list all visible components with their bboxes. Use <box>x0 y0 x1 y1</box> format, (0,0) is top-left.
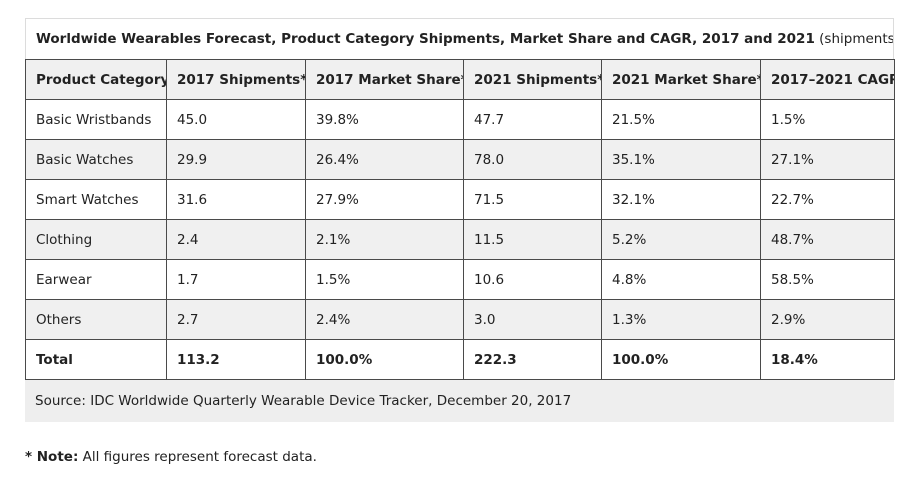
row-label-cell: Basic Watches <box>25 139 167 180</box>
footnote: * Note: All figures represent forecast d… <box>25 449 317 465</box>
row-label-cell: Smart Watches <box>25 179 167 220</box>
table-row: Clothing 2.4 2.1% 11.5 5.2% 48.7% <box>25 219 895 260</box>
table-body: Basic Wristbands 45.0 39.8% 47.7 21.5% 1.5% Ba… <box>25 99 895 380</box>
wearables-forecast-table-frame: Worldwide Wearables Forecast, Product Ca… <box>25 18 895 422</box>
row-label-cell: Basic Wristbands <box>25 99 167 140</box>
table-row: Earwear 1.7 1.5% 10.6 4.8% 58.5% <box>25 259 895 300</box>
table-cell: 2.9% <box>760 299 895 340</box>
table-cell: 2.4 <box>166 219 306 260</box>
table-cell: 48.7% <box>760 219 895 260</box>
table-row: Others 2.7 2.4% 3.0 1.3% 2.9% <box>25 299 895 340</box>
row-label-cell: Clothing <box>25 219 167 260</box>
table-cell: 22.7% <box>760 179 895 220</box>
table-cell: 2.1% <box>305 219 464 260</box>
table-cell: 2.4% <box>305 299 464 340</box>
table-cell: 11.5 <box>463 219 602 260</box>
footnote-lead: * Note: <box>25 449 79 465</box>
footnote-text: All figures represent forecast data. <box>78 449 317 465</box>
header-row: Product Category 2017 Shipments* 2017 Mark… <box>25 59 895 100</box>
table-cell: 58.5% <box>760 259 895 300</box>
column-header: 2017 Market Share* <box>305 59 464 100</box>
table-cell: 1.3% <box>601 299 761 340</box>
table-cell: 27.1% <box>760 139 895 180</box>
total-cell: 113.2 <box>166 339 306 380</box>
table-cell: 21.5% <box>601 99 761 140</box>
table-cell: 29.9 <box>166 139 306 180</box>
column-header: 2021 Shipments* <box>463 59 602 100</box>
table-subtitle: (shipments in millions) <box>819 31 894 47</box>
total-cell: 100.0% <box>601 339 761 380</box>
table-cell: 4.8% <box>601 259 761 300</box>
column-header: 2017–2021 CAGR <box>760 59 895 100</box>
column-header: 2017 Shipments* <box>166 59 306 100</box>
row-label-cell: Earwear <box>25 259 167 300</box>
table-cell: 45.0 <box>166 99 306 140</box>
table-row: Smart Watches 31.6 27.9% 71.5 32.1% 22.7% <box>25 179 895 220</box>
table-row: Basic Wristbands 45.0 39.8% 47.7 21.5% 1.5% <box>25 99 895 140</box>
table-cell: 26.4% <box>305 139 464 180</box>
table-cell: 5.2% <box>601 219 761 260</box>
table-cell: 1.7 <box>166 259 306 300</box>
row-label-cell: Others <box>25 299 167 340</box>
column-header: Product Category <box>25 59 167 100</box>
total-cell: 100.0% <box>305 339 464 380</box>
table-cell: 71.5 <box>463 179 602 220</box>
table-caption: Worldwide Wearables Forecast, Product Ca… <box>25 18 894 59</box>
table-cell: 10.6 <box>463 259 602 300</box>
table-cell: 47.7 <box>463 99 602 140</box>
total-row: Total 113.2 100.0% 222.3 100.0% 18.4% <box>25 339 895 380</box>
table-row: Basic Watches 29.9 26.4% 78.0 35.1% 27.1% <box>25 139 895 180</box>
table-title: Worldwide Wearables Forecast, Product Ca… <box>36 31 815 47</box>
table-cell: 1.5% <box>305 259 464 300</box>
source-line: Source: IDC Worldwide Quarterly Wearable… <box>25 380 894 422</box>
table-cell: 2.7 <box>166 299 306 340</box>
table-cell: 35.1% <box>601 139 761 180</box>
table-cell: 39.8% <box>305 99 464 140</box>
table-cell: 32.1% <box>601 179 761 220</box>
table-cell: 31.6 <box>166 179 306 220</box>
table-cell: 27.9% <box>305 179 464 220</box>
table-cell: 1.5% <box>760 99 895 140</box>
table-cell: 78.0 <box>463 139 602 180</box>
total-cell: 222.3 <box>463 339 602 380</box>
total-label-cell: Total <box>25 339 167 380</box>
table-cell: 3.0 <box>463 299 602 340</box>
total-cell: 18.4% <box>760 339 895 380</box>
column-header: 2021 Market Share* <box>601 59 761 100</box>
data-table: Product Category 2017 Shipments* 2017 Mark… <box>25 59 895 380</box>
